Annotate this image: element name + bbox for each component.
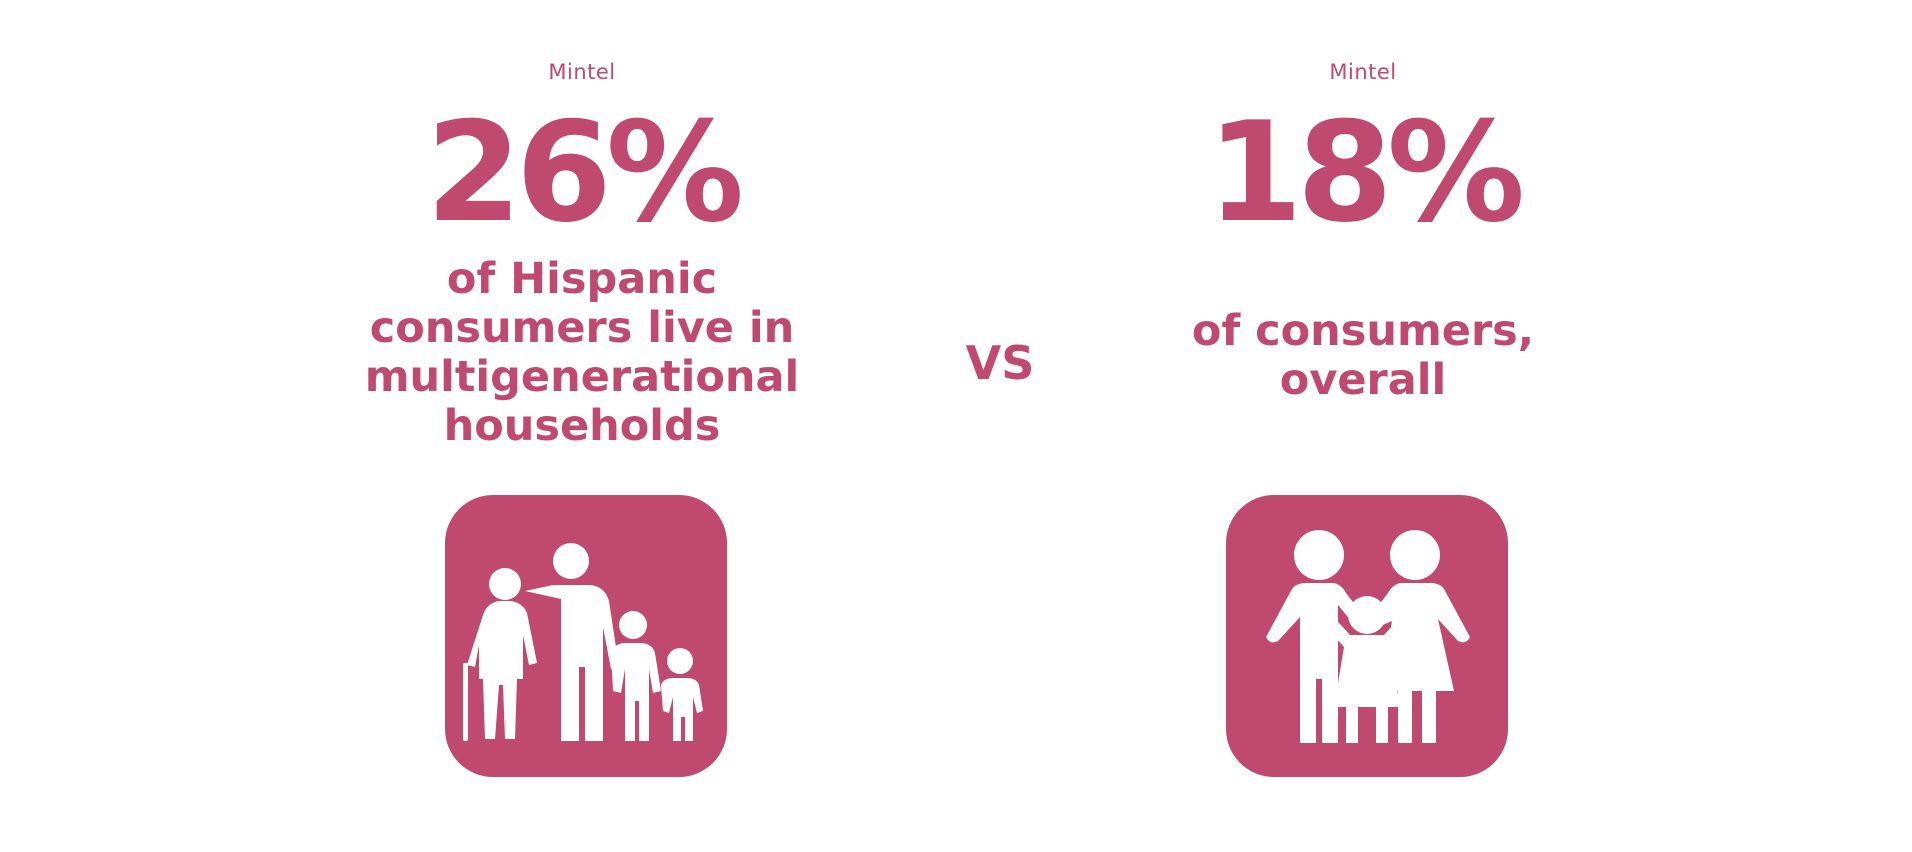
right-description-line: of consumers, <box>1191 306 1535 356</box>
left-description-line: multigenerational <box>364 352 800 402</box>
left-description: of Hispanic consumers live in multigener… <box>322 255 842 451</box>
right-description-line: overall <box>1279 355 1447 405</box>
nuclear-family-icon <box>1226 495 1508 777</box>
left-description-line: consumers live in <box>369 303 795 353</box>
right-percent: 18% <box>1206 92 1525 253</box>
multigenerational-family-icon <box>445 495 727 777</box>
left-description-line: of Hispanic <box>446 254 718 304</box>
left-source-label: Mintel <box>548 60 616 84</box>
left-percent: 26% <box>425 92 744 253</box>
right-source-label: Mintel <box>1329 60 1397 84</box>
left-description-line: households <box>443 401 721 451</box>
vs-label: VS <box>965 336 1035 390</box>
right-description: of consumers, overall <box>1103 307 1623 405</box>
